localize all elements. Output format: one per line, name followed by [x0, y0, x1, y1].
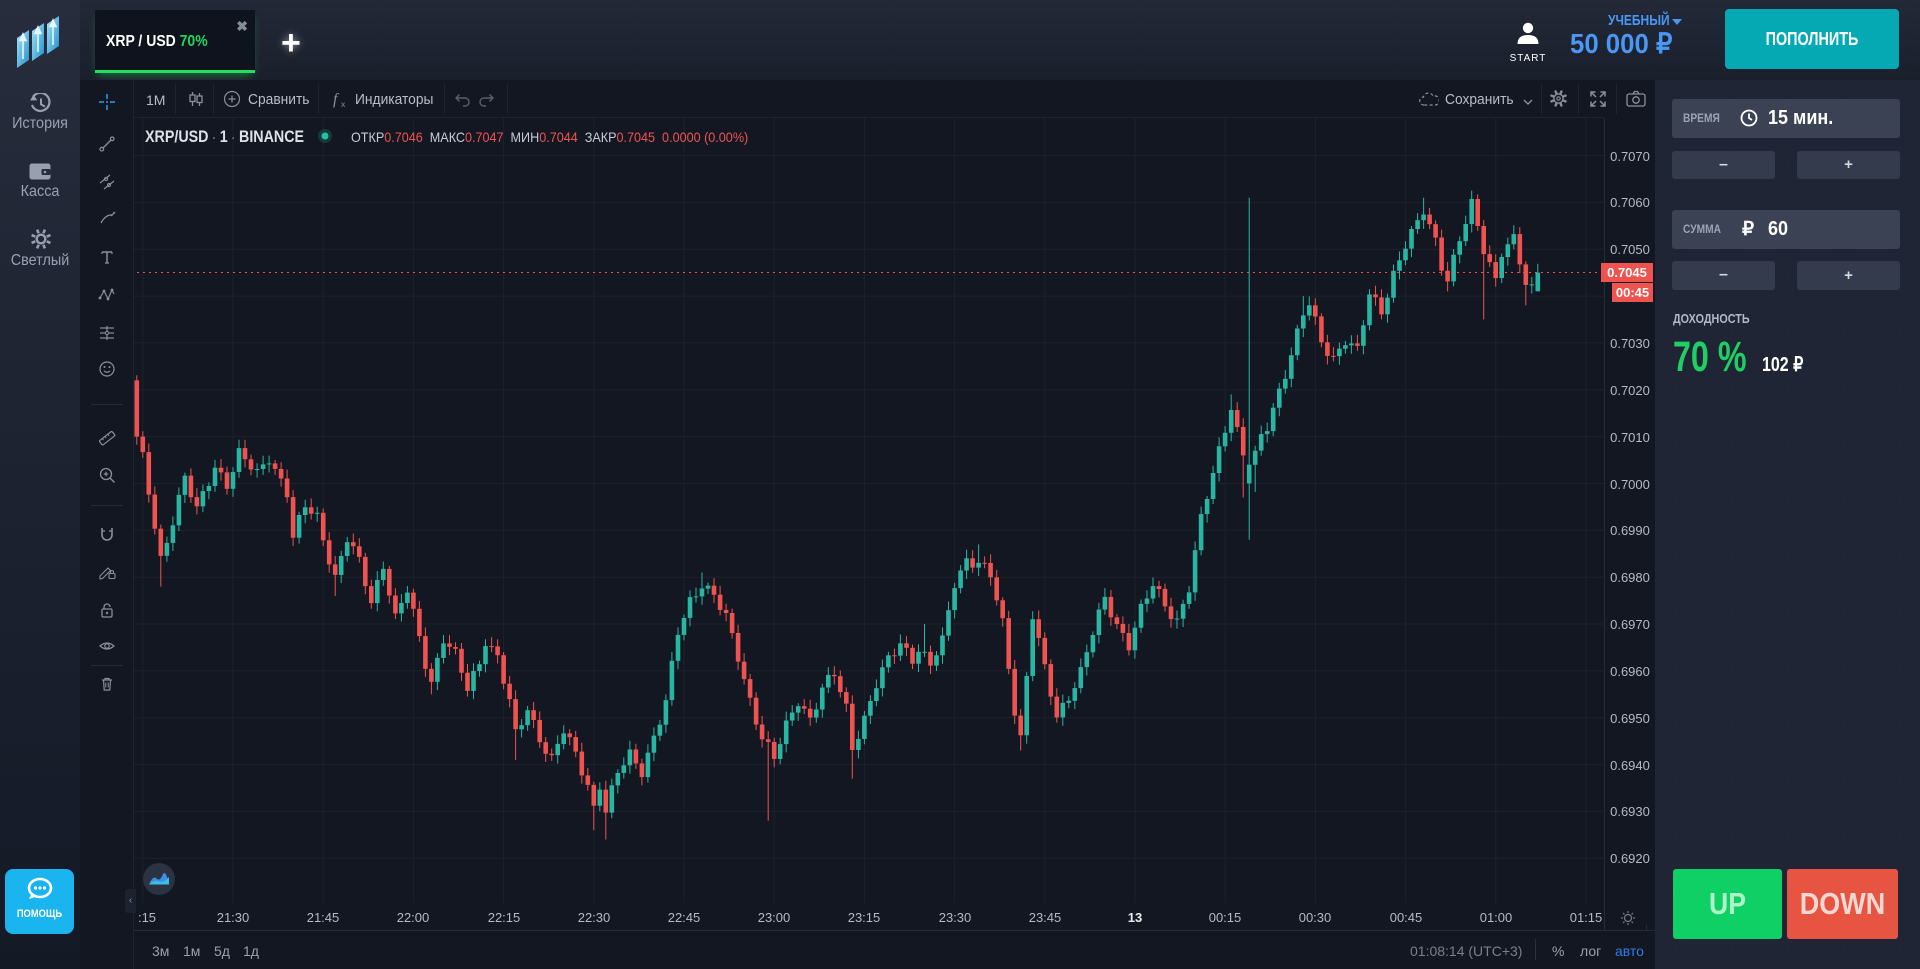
svg-text:x: x: [341, 99, 346, 108]
svg-text:f: f: [333, 91, 340, 108]
